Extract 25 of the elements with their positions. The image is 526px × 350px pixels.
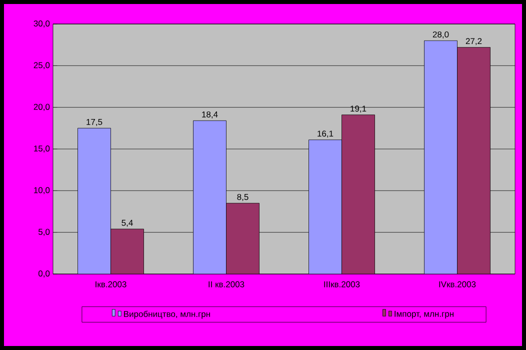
data-label: 8,5: [237, 194, 248, 201]
y-tick-label: 20,0: [34, 104, 50, 111]
data-label: 28,0: [432, 31, 449, 38]
bar: [457, 47, 490, 274]
y-tick-label: 5,0: [38, 228, 50, 236]
bar: [342, 114, 375, 274]
bar: [226, 202, 260, 274]
y-tick-label: 30,0: [34, 20, 50, 28]
x-tick-label: Ікв.2003: [96, 281, 126, 288]
data-label: 16,1: [318, 130, 334, 138]
x-tick-label: ІІ кв.2003: [208, 281, 244, 288]
data-label: 17,5: [86, 119, 102, 126]
legend-label: Імпорт, млн.грн: [394, 310, 454, 318]
legend-label: Виробництво, млн.грн: [124, 310, 210, 319]
y-tick-label: 25,0: [34, 62, 50, 70]
data-label: 5,4: [122, 220, 133, 227]
y-tick-label: 0,0: [38, 270, 50, 278]
data-label: 18,4: [202, 111, 218, 118]
x-tick-label: ІVкв.2003: [439, 281, 476, 288]
y-tick-label: 10,0: [34, 187, 50, 194]
y-tick-label: 15,0: [34, 145, 50, 153]
data-label: 19,1: [350, 106, 366, 113]
bar: [110, 228, 144, 274]
data-label: 27,2: [466, 38, 482, 46]
x-tick-label: ІІІкв.2003: [324, 281, 360, 288]
